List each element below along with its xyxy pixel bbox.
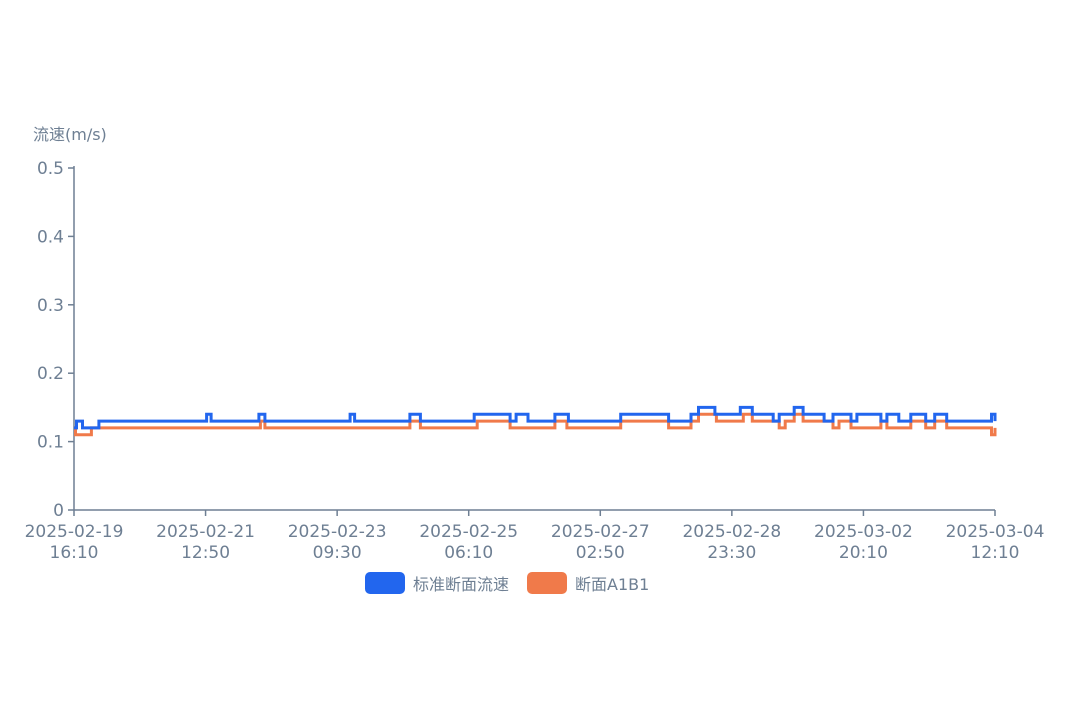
x-tick-date: 2025-02-23 <box>288 522 387 542</box>
x-tick-time: 06:10 <box>444 543 493 563</box>
y-tick-label: 0.4 <box>37 227 64 247</box>
y-tick-label: 0.5 <box>37 159 64 179</box>
x-tick-date: 2025-03-04 <box>946 522 1045 542</box>
x-tick-time: 02:50 <box>576 543 625 563</box>
x-tick-time: 16:10 <box>50 543 99 563</box>
x-tick-date: 2025-03-02 <box>814 522 913 542</box>
series-layer <box>74 405 997 437</box>
y-axis: 0 0.1 0.2 0.3 0.4 0.5 <box>37 159 75 521</box>
x-tick-date: 2025-02-28 <box>682 522 781 542</box>
legend-item-standard[interactable]: 标准断面流速 <box>365 571 509 595</box>
legend-label-a1b1: 断面A1B1 <box>575 575 650 594</box>
series-line-a1b1 <box>74 412 997 437</box>
legend: 标准断面流速 断面A1B1 <box>365 571 649 595</box>
x-tick-time: 09:30 <box>313 543 362 563</box>
y-tick-label: 0.2 <box>37 364 64 384</box>
x-tick-date: 2025-02-27 <box>551 522 650 542</box>
series-line-standard <box>74 405 997 430</box>
x-tick-time: 20:10 <box>839 543 888 563</box>
x-tick-time: 12:50 <box>181 543 230 563</box>
legend-swatch-standard <box>365 572 405 594</box>
y-tick-label: 0.3 <box>37 296 64 316</box>
x-tick-date: 2025-02-19 <box>25 522 124 542</box>
x-tick-time: 23:30 <box>707 543 756 563</box>
x-tick-time: 12:10 <box>971 543 1020 563</box>
x-tick-date: 2025-02-25 <box>419 522 518 542</box>
legend-swatch-a1b1 <box>527 572 568 594</box>
y-tick-label: 0 <box>53 501 64 521</box>
y-axis-title: 流速(m/s) <box>33 125 107 144</box>
x-tick-date: 2025-02-21 <box>156 522 255 542</box>
legend-item-a1b1[interactable]: 断面A1B1 <box>527 571 649 595</box>
y-tick-label: 0.1 <box>37 433 64 453</box>
legend-label-standard: 标准断面流速 <box>413 575 510 594</box>
